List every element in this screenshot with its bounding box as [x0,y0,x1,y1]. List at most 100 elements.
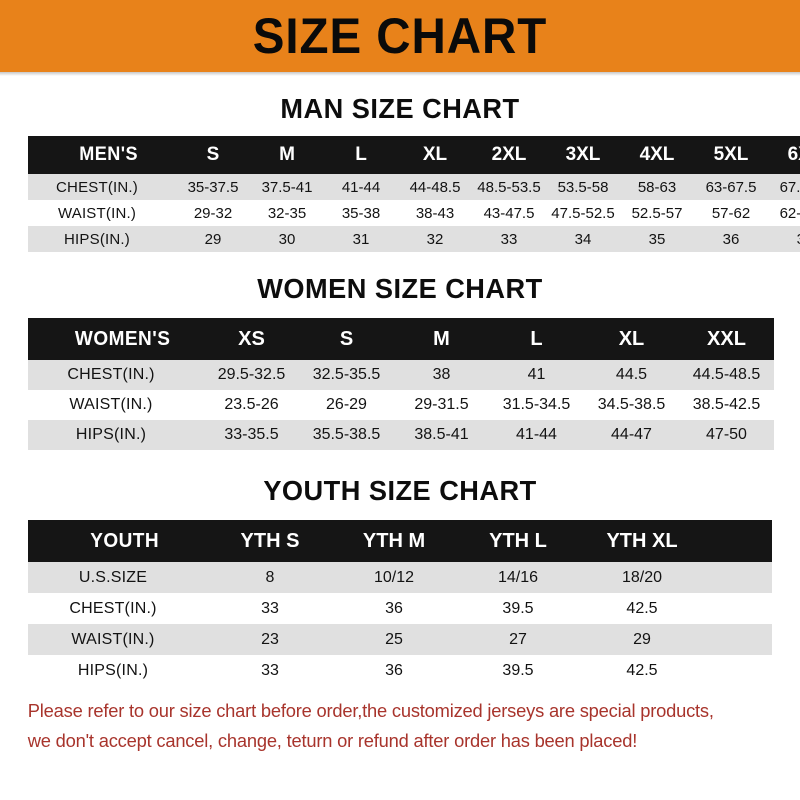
cell-hips-xl: 32 [426,230,444,248]
cell-hips-yth-l: 39.5 [502,661,534,679]
cell-chest-m: 37.5-41 [261,178,313,196]
table-wrap-youth: YOUTH YTH S YTH M YTH L YTH XL U.S.SIZE … [28,520,772,686]
spacer [0,450,800,476]
table-row: WAIST(IN.) 29-32 32-35 35-38 38-43 43-47… [28,200,800,226]
cell-waist-3xl: 47.5-52.5 [551,204,615,222]
cell-waist-2xl: 43-47.5 [483,204,535,222]
row-label-hips: HIPS(IN.) [77,661,149,679]
column-header-6xl: 6XL [787,144,800,165]
spacer [0,252,800,274]
cell-hips-xl: 44-47 [611,426,652,443]
cell-hips-yth-xl: 42.5 [626,661,658,679]
size-table-women: WOMEN'S XS S M L XL XXL CHEST(IN.) 29.5-… [28,318,774,450]
cell-waist-s: 26-29 [326,396,367,413]
page-title: SIZE CHART [252,8,548,64]
size-table-youth: YOUTH YTH S YTH M YTH L YTH XL U.S.SIZE … [28,520,772,686]
table-row: HIPS(IN.) 33-35.5 35.5-38.5 38.5-41 41-4… [28,420,774,450]
header-label-youth: YOUTH [90,529,160,552]
section-man: MAN SIZE CHART MEN'S S M L XL 2XL 3XL 4X… [0,94,800,252]
cell-hips-m: 38.5-41 [414,426,469,443]
cell-chest-xl: 44.5 [615,366,648,383]
column-header-l: L [355,144,367,165]
table-header-row-youth: YOUTH YTH S YTH M YTH L YTH XL [28,520,772,562]
cell-waist-m: 29-31.5 [414,396,469,413]
cell-chest-5xl: 63-67.5 [705,178,757,196]
size-table-man-body: MEN'S S M L XL 2XL 3XL 4XL 5XL 6XL CHEST… [28,136,800,252]
column-header-xl: XL [618,327,645,350]
column-header-l: L [530,327,543,350]
table-wrap-women: WOMEN'S XS S M L XL XXL CHEST(IN.) 29.5-… [28,318,774,450]
cell-hips-s: 29 [204,230,222,248]
cell-waist-xl: 38-43 [415,204,455,222]
table-header-row-man: MEN'S S M L XL 2XL 3XL 4XL 5XL 6XL [28,136,800,174]
row-label-waist: WAIST(IN.) [69,396,153,413]
column-header-xxl: XXL [707,327,746,350]
cell-waist-5xl: 57-62 [711,204,751,222]
cell-hips-l: 31 [352,230,370,248]
cell-hips-xs: 33-35.5 [224,426,279,443]
table-row: WAIST(IN.) 23 25 27 29 [28,624,772,655]
column-header-2xl: 2XL [491,144,527,165]
size-table-women-body: WOMEN'S XS S M L XL XXL CHEST(IN.) 29.5-… [28,318,774,450]
cell-waist-yth-xl: 29 [633,630,651,648]
size-table-man: MEN'S S M L XL 2XL 3XL 4XL 5XL 6XL CHEST… [28,136,800,252]
cell-waist-s: 29-32 [193,204,233,222]
section-women: WOMEN SIZE CHART WOMEN'S XS S M L XL XXL [0,274,800,450]
cell-hips-2xl: 33 [500,230,518,248]
cell-waist-xxl: 38.5-42.5 [692,396,761,413]
cell-waist-l: 35-38 [341,204,381,222]
spacer [0,506,800,520]
column-header-xs: XS [238,327,265,350]
spacer [0,124,800,136]
footer-line-1: Please refer to our size chart before or… [27,700,714,721]
cell-waist-xl: 34.5-38.5 [597,396,666,413]
section-title-youth: YOUTH SIZE CHART [263,475,537,506]
banner-shadow-divider [0,72,800,76]
cell-hips-5xl: 36 [722,230,740,248]
cell-chest-6xl: 67.5-72 [779,178,800,196]
cell-chest-xxl: 44.5-48.5 [692,366,761,383]
header-label-womens: WOMEN'S [74,327,171,350]
cell-chest-yth-m: 36 [385,599,403,617]
cell-hips-l: 41-44 [516,426,557,443]
column-header-5xl: 5XL [713,144,749,165]
column-header-3xl: 3XL [565,144,601,165]
cell-us-size-yth-xl: 18/20 [621,568,663,586]
cell-empty [704,655,772,686]
column-header-s: S [339,327,354,350]
cell-chest-yth-l: 39.5 [502,599,534,617]
cell-chest-2xl: 48.5-53.5 [477,178,541,196]
cell-hips-yth-s: 33 [261,661,279,679]
table-header-row-women: WOMEN'S XS S M L XL XXL [28,318,774,360]
cell-empty [704,562,772,593]
table-row: WAIST(IN.) 23.5-26 26-29 29-31.5 31.5-34… [28,390,774,420]
column-header-s: S [206,144,220,165]
cell-hips-yth-m: 36 [385,661,403,679]
row-label-hips: HIPS(IN.) [64,230,130,248]
row-label-chest: CHEST(IN.) [69,599,157,617]
table-row: CHEST(IN.) 33 36 39.5 42.5 [28,593,772,624]
cell-chest-l: 41 [527,366,546,383]
cell-waist-xs: 23.5-26 [224,396,279,413]
cell-chest-s: 32.5-35.5 [312,366,381,383]
cell-waist-yth-m: 25 [385,630,403,648]
table-wrap-man: MEN'S S M L XL 2XL 3XL 4XL 5XL 6XL CHEST… [28,136,800,252]
cell-hips-4xl: 35 [648,230,666,248]
spacer [0,76,800,94]
footer-disclaimer: Please refer to our size chart before or… [28,696,772,756]
cell-hips-6xl: 37 [768,226,800,252]
spacer [0,304,800,318]
table-row: CHEST(IN.) 29.5-32.5 32.5-35.5 38 41 44.… [28,360,774,390]
cell-us-size-yth-l: 14/16 [497,568,539,586]
cell-hips-s: 35.5-38.5 [312,426,381,443]
row-label-hips: HIPS(IN.) [75,426,147,443]
table-row: HIPS(IN.) 33 36 39.5 42.5 [28,655,772,686]
footer-line-2: we don't accept cancel, change, teturn o… [27,730,638,751]
row-label-chest: CHEST(IN.) [67,366,155,383]
column-header-yth-s: YTH S [240,529,300,552]
cell-chest-yth-xl: 42.5 [626,599,658,617]
table-row: CHEST(IN.) 35-37.5 37.5-41 41-44 44-48.5… [28,174,800,200]
table-row: U.S.SIZE 8 10/12 14/16 18/20 [28,562,772,593]
cell-chest-l: 41-44 [341,178,381,196]
cell-chest-s: 35-37.5 [187,178,239,196]
